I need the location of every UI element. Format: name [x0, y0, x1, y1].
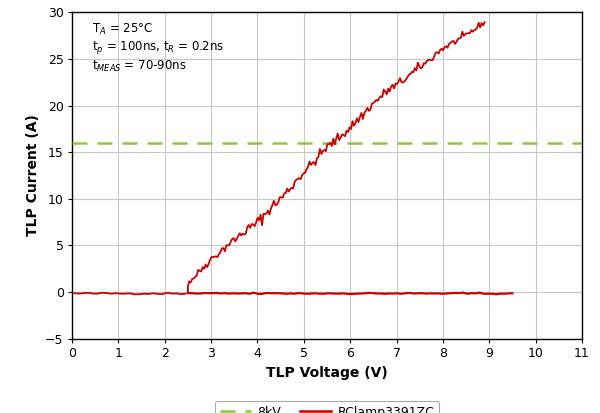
Text: T$_A$ = 25°C
t$_p$ = 100ns, t$_R$ = 0.2ns
t$_{MEAS}$ = 70-90ns: T$_A$ = 25°C t$_p$ = 100ns, t$_R$ = 0.2n… [92, 22, 224, 74]
Y-axis label: TLP Current (A): TLP Current (A) [26, 114, 40, 237]
X-axis label: TLP Voltage (V): TLP Voltage (V) [266, 366, 388, 380]
Legend: 8kV, RClamp3391ZC: 8kV, RClamp3391ZC [215, 401, 439, 413]
